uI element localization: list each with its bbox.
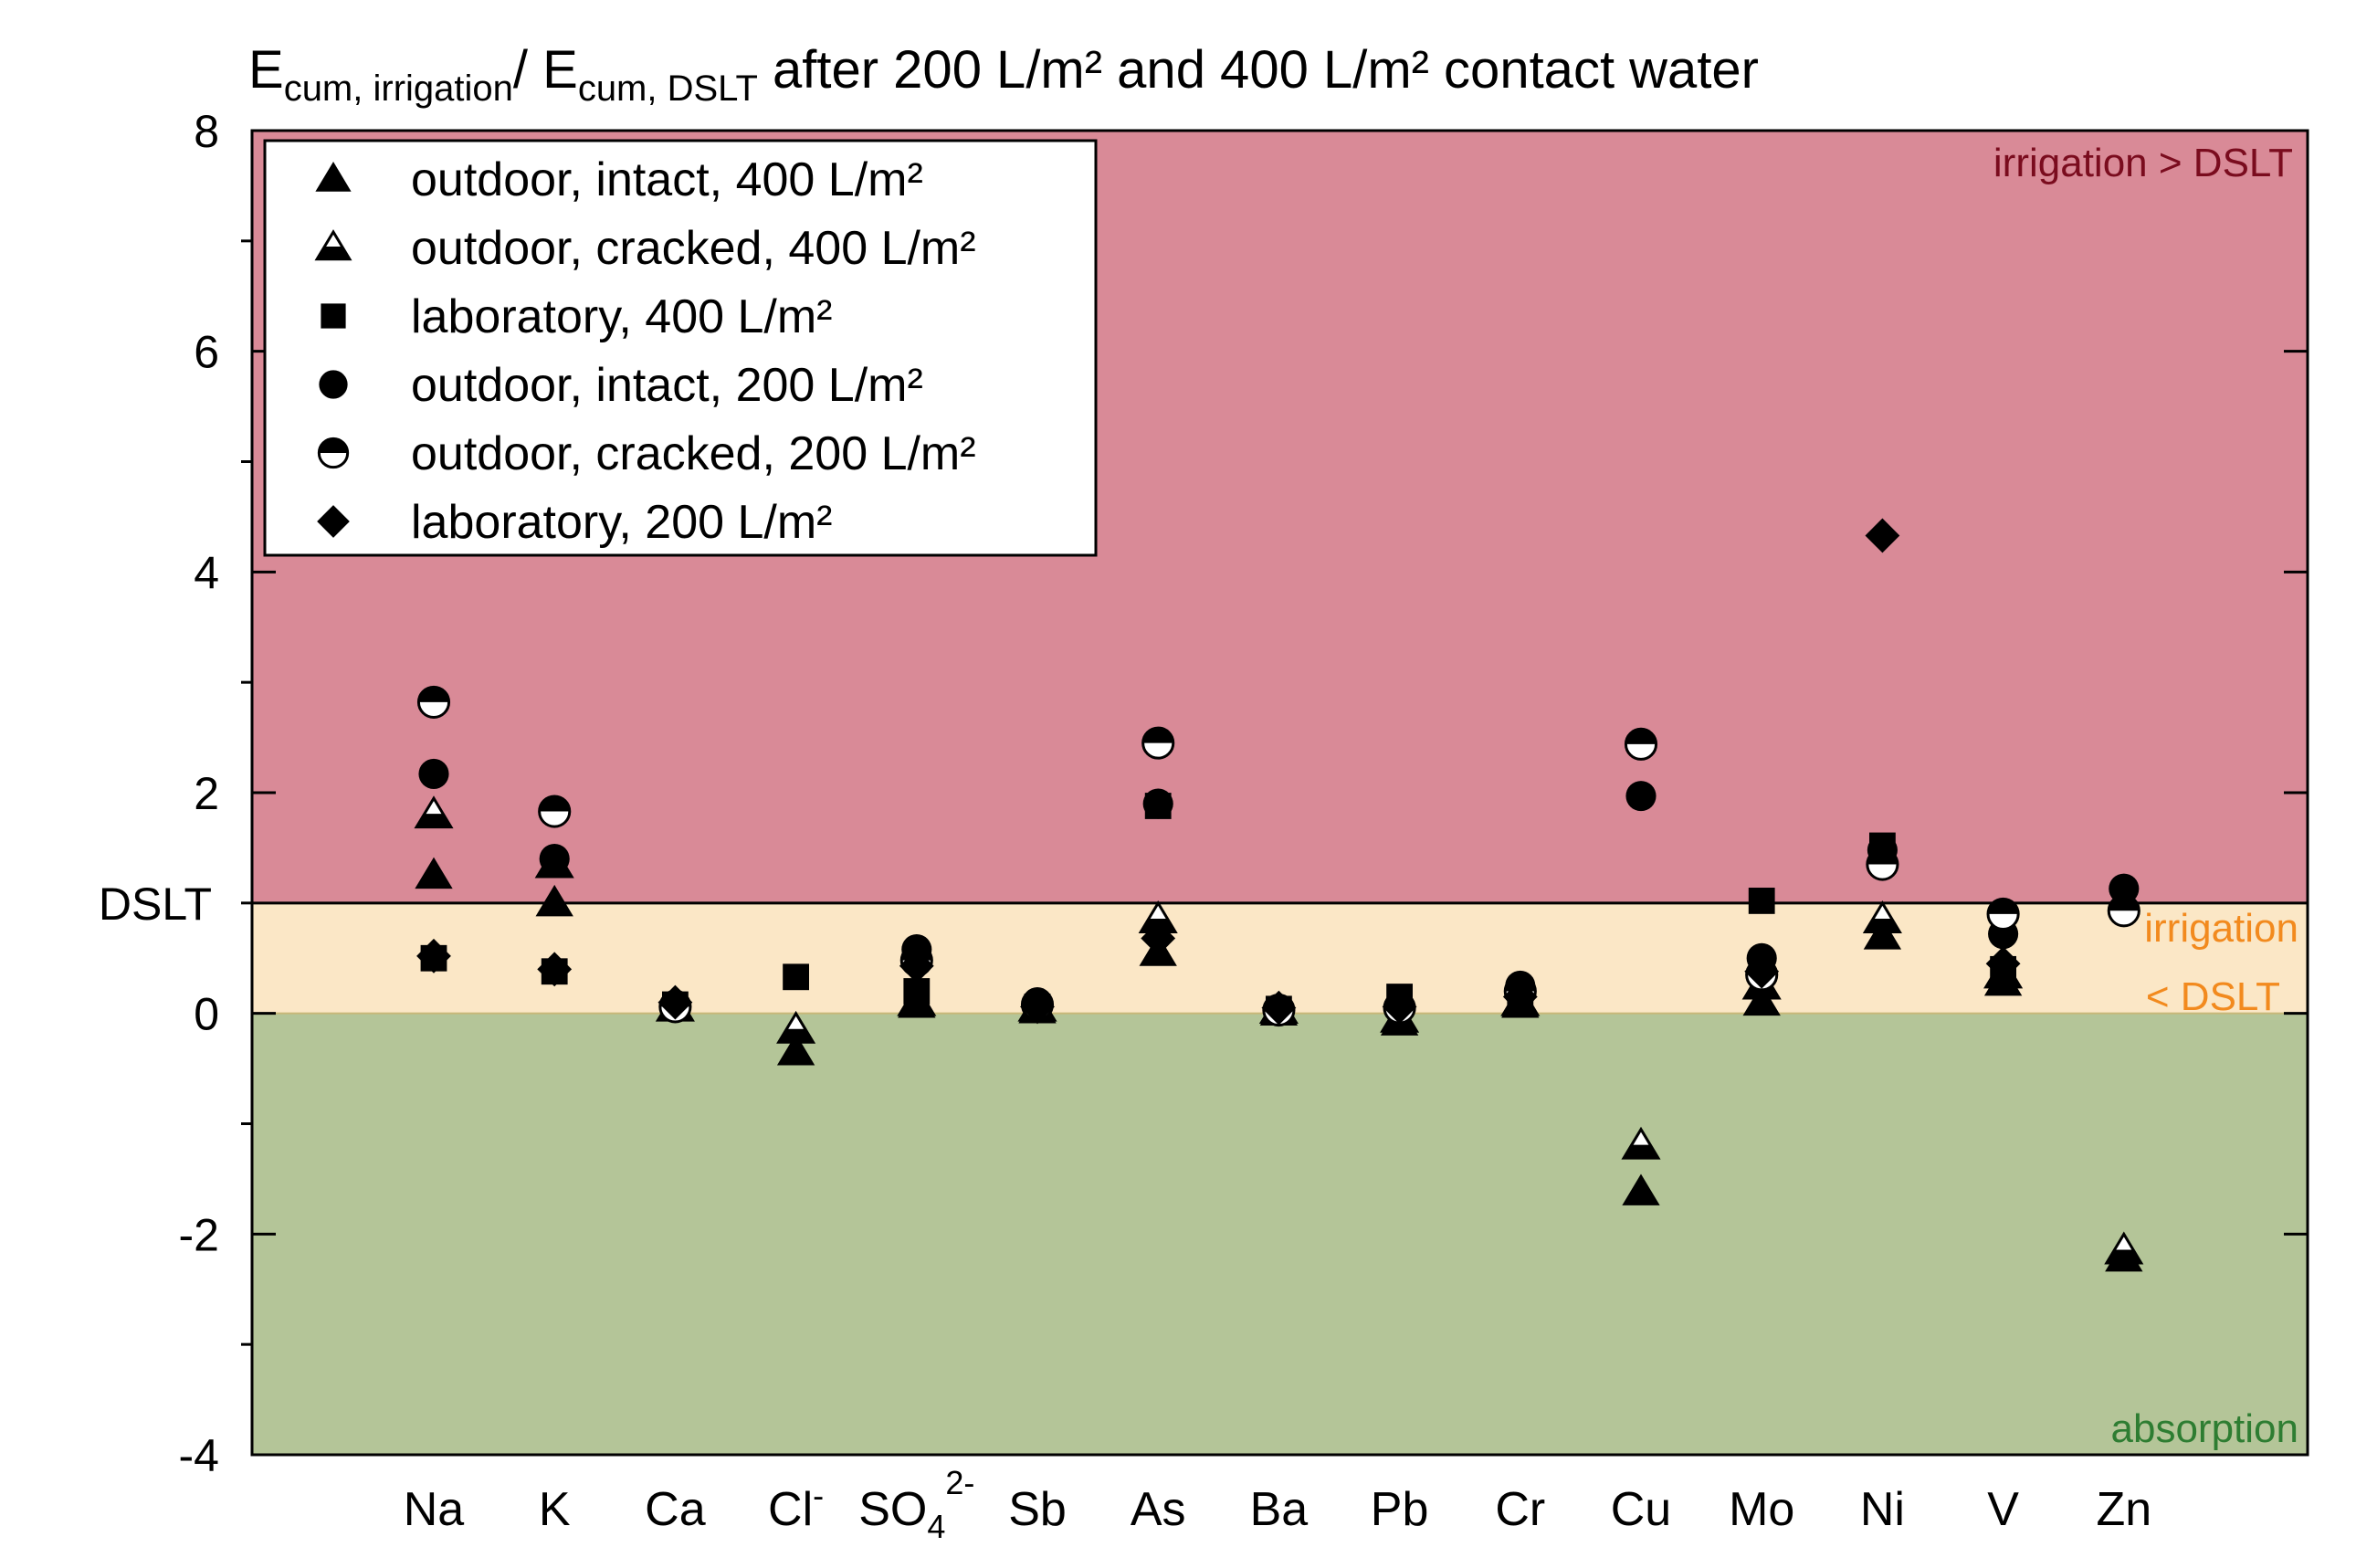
region-label-absorption: absorption (2111, 1406, 2298, 1451)
xtick-label: Ba (1250, 1483, 1309, 1536)
point-circle-half-As (1141, 726, 1175, 760)
legend-label: outdoor, intact, 200 L/m² (411, 359, 923, 412)
point-diamond-V (1985, 946, 2021, 982)
region-label-irrigation-less-line2: < DSLT (2146, 974, 2280, 1019)
xtick-label: Ni (1860, 1483, 1905, 1536)
point-circle-half-Zn (2107, 894, 2140, 928)
ytick-label: 4 (194, 547, 219, 598)
legend-box (263, 139, 1098, 557)
legend-label: laboratory, 200 L/m² (411, 496, 832, 549)
point-circle-half-Ni (1866, 847, 1899, 881)
point-circle-filled-Na (418, 758, 449, 790)
point-triangle-half-Na (414, 795, 454, 829)
point-circle-half-K (538, 795, 572, 828)
ytick-label: 8 (194, 106, 219, 157)
xtick-label: SO42- (858, 1464, 974, 1545)
point-circle-half-V (1986, 897, 2020, 931)
point-diamond-Na (416, 938, 451, 973)
ytick-label: 2 (194, 768, 219, 819)
point-circle-half-Na (416, 685, 451, 719)
point-triangle-filled-Ni (1863, 918, 1902, 950)
point-diamond-Pb (1382, 989, 1417, 1025)
point-triangle-half-Zn (2104, 1231, 2144, 1265)
ytick-label: 6 (194, 327, 219, 378)
legend-marker-triangle-half (314, 229, 352, 261)
ytick-label: 0 (194, 989, 219, 1040)
legend: outdoor, intact, 400 L/m² outdoor, cracke… (263, 139, 1098, 557)
xtick-label: Sb (1008, 1483, 1067, 1536)
legend-label: laboratory, 400 L/m² (411, 290, 832, 343)
point-square-Cl (783, 963, 809, 991)
point-triangle-filled-Cu (1622, 1173, 1660, 1205)
point-diamond-Mo (1744, 953, 1780, 989)
point-triangle-half-Cl (776, 1010, 816, 1044)
xtick-label: Na (404, 1483, 465, 1536)
point-diamond-Sb (1020, 989, 1055, 1025)
point-triangle-half-Ni (1862, 900, 1902, 933)
legend-marker-triangle-filled (315, 162, 352, 192)
point-diamond-SO (899, 948, 934, 984)
point-diamond-K (537, 952, 573, 987)
xtick-label: As (1131, 1483, 1186, 1536)
background-regions: irrigation > DSLT irrigation < DSLT absorpt… (252, 131, 2308, 1455)
point-circle-filled-Cu (1625, 781, 1657, 812)
point-diamond-Ca (657, 984, 693, 1020)
xtick-label: K (539, 1483, 571, 1536)
legend-marker-circle-filled (319, 370, 348, 399)
point-circle-half-Cu (1624, 727, 1658, 761)
region-absorption (252, 1013, 2308, 1455)
point-triangle-filled-Mo (1742, 984, 1781, 1016)
chart-title: Ecum, irrigation/ Ecum, DSLT after 200 L… (248, 40, 1759, 109)
data-points (414, 518, 2144, 1272)
ytick-label: -4 (179, 1430, 219, 1481)
point-circle-filled-As (1142, 788, 1173, 819)
legend-label: outdoor, intact, 400 L/m² (411, 153, 923, 206)
point-triangle-filled-K (535, 884, 573, 917)
point-square-Mo (1748, 888, 1775, 914)
axes (241, 129, 2309, 1457)
point-diamond-Ba (1261, 990, 1297, 1026)
region-label-irrigation-greater: irrigation > DSLT (1993, 141, 2293, 185)
xtick-label: Cu (1611, 1483, 1671, 1536)
legend-label: outdoor, cracked, 200 L/m² (411, 427, 976, 480)
legend-marker-square (321, 303, 346, 329)
xtick-label: Ca (645, 1483, 706, 1536)
point-triangle-filled-Cl (776, 1034, 815, 1066)
point-circle-filled-K (539, 843, 570, 875)
xtick-label: Zn (2096, 1483, 2151, 1536)
xtick-label: Cl- (768, 1477, 824, 1536)
legend-marker-circle-half (317, 437, 350, 469)
region-label-irrigation-less-line1: irrigation (2144, 906, 2298, 951)
point-diamond-Ni (1865, 518, 1900, 553)
point-diamond-As (1141, 921, 1176, 956)
tick-labels: -4 -2 0 2 4 6 8 DSLT Na K Ca Cl- SO42- Sb As Ba Pb Cr Cu Mo… (99, 106, 2151, 1545)
xtick-label: Mo (1729, 1483, 1794, 1536)
point-triangle-half-Cu (1621, 1126, 1661, 1160)
dslt-axis-label: DSLT (99, 879, 212, 930)
legend-marker-diamond (317, 505, 350, 538)
point-diamond-Cr (1502, 979, 1538, 1015)
point-triangle-filled-Na (415, 857, 453, 889)
xtick-label: Cr (1495, 1483, 1545, 1536)
ytick-label: -2 (179, 1209, 219, 1260)
legend-label: outdoor, cracked, 400 L/m² (411, 222, 976, 275)
xtick-label: V (1987, 1483, 2019, 1536)
xtick-label: Pb (1371, 1483, 1429, 1536)
